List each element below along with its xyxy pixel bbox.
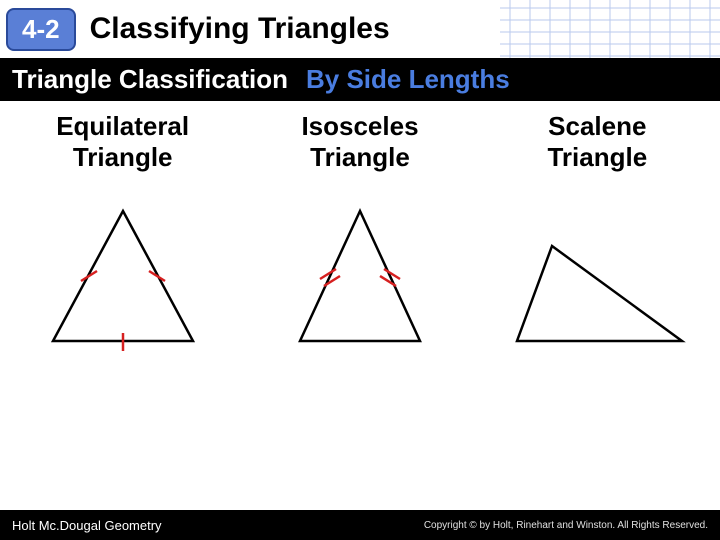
- scalene-title-line2: Triangle: [547, 142, 647, 172]
- isosceles-title-line2: Triangle: [310, 142, 410, 172]
- section-number: 4-2: [6, 8, 76, 51]
- equilateral-diagram: [23, 191, 223, 361]
- scalene-diagram: [497, 191, 697, 361]
- equilateral-title-line1: Equilateral: [56, 111, 189, 141]
- footer-brand: Holt Mc.Dougal Geometry: [12, 518, 162, 533]
- equilateral-column: Equilateral Triangle: [4, 111, 241, 366]
- scalene-title-line1: Scalene: [548, 111, 646, 141]
- slide-header: 4-2 Classifying Triangles: [0, 0, 720, 58]
- scalene-column: Scalene Triangle: [479, 111, 716, 366]
- footer-copyright: Copyright © by Holt, Rinehart and Winsto…: [424, 520, 708, 531]
- scalene-title: Scalene Triangle: [479, 111, 716, 173]
- slide-title: Classifying Triangles: [90, 12, 390, 46]
- classification-label: Triangle Classification: [12, 64, 288, 95]
- header-grid-decoration: [500, 0, 720, 58]
- slide-footer: Holt Mc.Dougal Geometry Copyright © by H…: [0, 510, 720, 540]
- triangles-row: Equilateral Triangle Isosceles Triangle: [0, 101, 720, 366]
- classification-type: By Side Lengths: [306, 64, 510, 95]
- isosceles-diagram: [260, 191, 460, 361]
- equilateral-title-line2: Triangle: [73, 142, 173, 172]
- isosceles-title-line1: Isosceles: [301, 111, 418, 141]
- isosceles-title: Isosceles Triangle: [241, 111, 478, 173]
- equilateral-title: Equilateral Triangle: [4, 111, 241, 173]
- subheader-bar: Triangle Classification By Side Lengths: [0, 58, 720, 101]
- isosceles-column: Isosceles Triangle: [241, 111, 478, 366]
